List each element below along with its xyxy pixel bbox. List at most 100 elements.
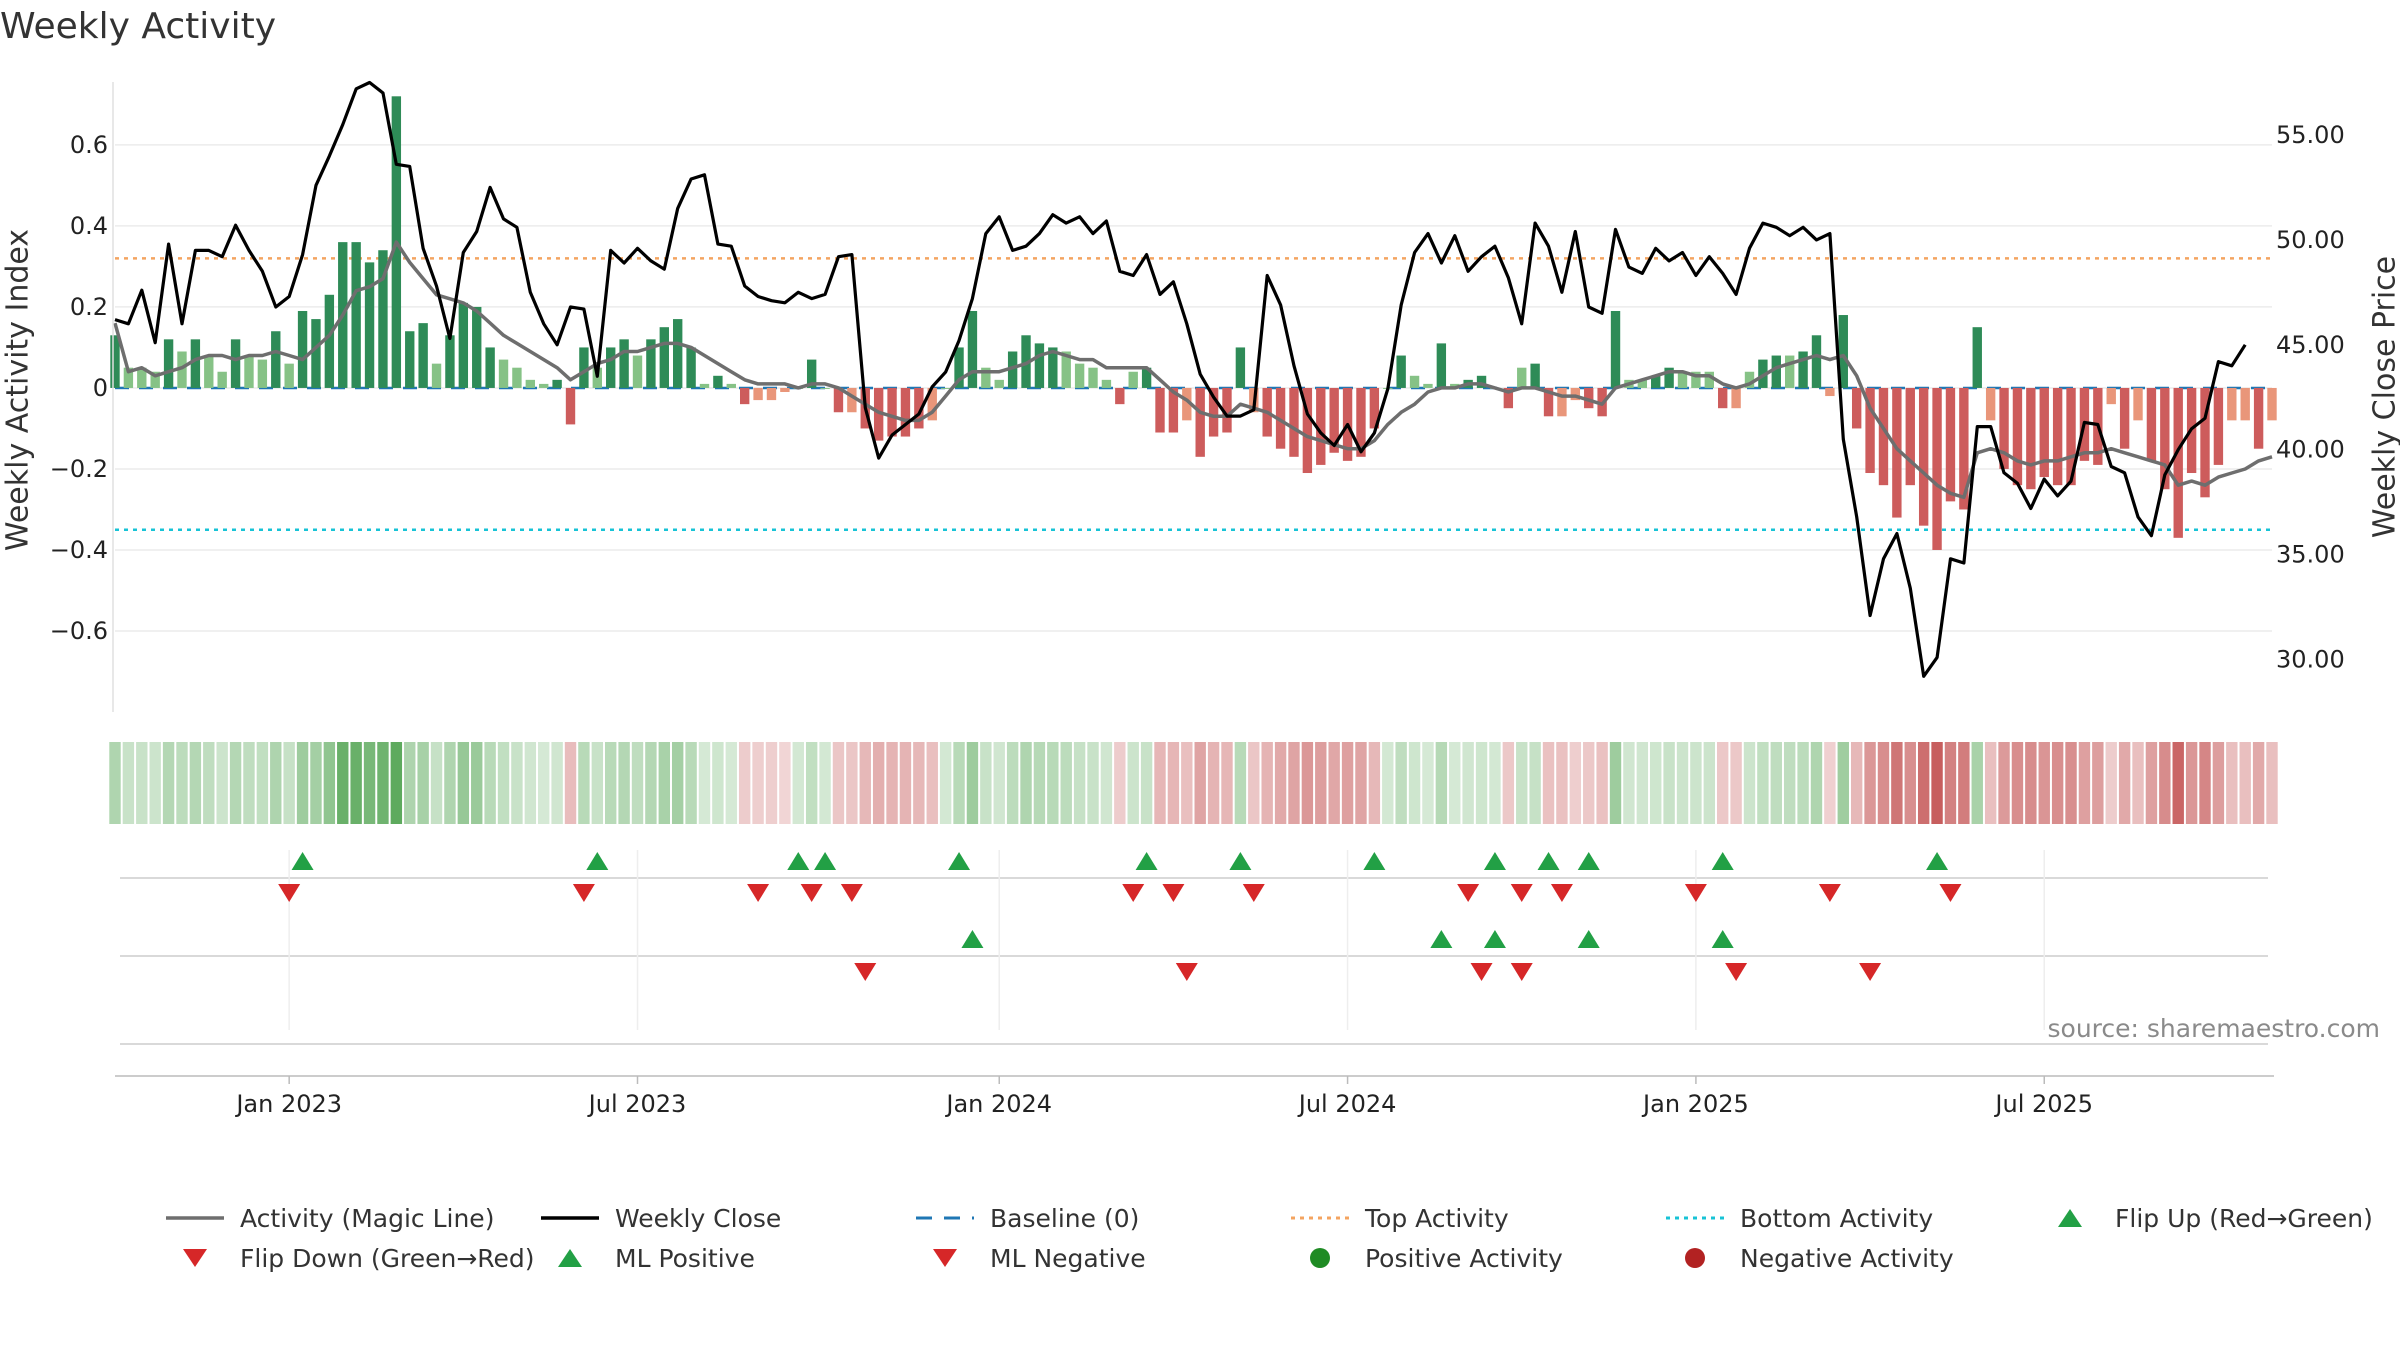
ml-negative-marker <box>854 963 877 981</box>
activity-bar <box>1168 387 1179 433</box>
heat-cell <box>859 742 871 824</box>
heat-cell <box>685 742 697 824</box>
activity-bar <box>1088 367 1098 388</box>
heat-cell <box>712 742 724 824</box>
heat-cell <box>323 742 336 824</box>
activity-bar <box>1785 355 1795 388</box>
activity-bar <box>2026 387 2036 490</box>
heat-cell <box>551 742 563 824</box>
activity-bar <box>820 387 830 389</box>
activity-bar <box>1959 387 1969 510</box>
activity-bar <box>2012 387 2023 486</box>
y2-tick-label: 30.00 <box>2276 646 2345 674</box>
activity-bar <box>1932 387 1942 550</box>
activity-bar <box>1476 375 1487 388</box>
activity-bar <box>2146 387 2157 461</box>
heat-cell <box>2065 742 2077 824</box>
activity-bar <box>1182 387 1192 421</box>
heat-cell <box>511 742 523 824</box>
heat-cell <box>497 742 510 824</box>
activity-bar <box>2066 387 2076 486</box>
heat-cell <box>404 742 416 824</box>
activity-bar <box>1155 387 1165 433</box>
heat-cell <box>1167 742 1180 824</box>
heat-cell <box>283 742 295 824</box>
activity-bar <box>1731 387 1741 409</box>
flip-up-marker <box>586 852 609 870</box>
activity-bar <box>110 335 120 388</box>
heat-cell <box>149 742 161 824</box>
legend-item: Top Activity <box>1289 1204 1664 1233</box>
activity-bar <box>994 379 1004 388</box>
flip-down-marker <box>1122 884 1145 902</box>
heat-cell <box>1931 742 1943 824</box>
activity-bar <box>1222 387 1232 433</box>
heat-cell <box>2199 742 2211 824</box>
activity-bar <box>1637 379 1648 388</box>
axes: −0.6 −0.4 −0.2 0 0.2 0.4 0.6 30.00 35.00 40.00 45.… <box>50 82 2345 712</box>
heat-cell <box>2025 742 2037 824</box>
activity-bar <box>1061 351 1071 388</box>
heat-cell <box>2226 742 2238 824</box>
activity-bar <box>2160 387 2170 490</box>
activity-bar <box>806 359 817 388</box>
legend-item: Negative Activity <box>1664 1244 2039 1273</box>
heat-cell <box>203 742 215 824</box>
activity-bar <box>753 387 763 401</box>
ml-positive-marker <box>1577 930 1600 948</box>
legend-label: Flip Down (Green→Red) <box>240 1243 535 1273</box>
activity-bar <box>940 387 951 389</box>
y-tick-label: 0 <box>93 374 108 402</box>
activity-bar <box>659 327 669 388</box>
heat-cell <box>1516 742 1528 824</box>
legend-tri-up <box>558 1249 582 1267</box>
activity-bar <box>204 355 214 388</box>
heat-cell <box>457 742 470 824</box>
heat-cell <box>1489 742 1501 824</box>
activity-bar <box>1436 343 1447 388</box>
flip-down-marker <box>1162 884 1185 902</box>
activity-bar <box>1610 310 1621 388</box>
heat-cell <box>444 742 456 824</box>
legend-item: Baseline (0) <box>914 1204 1289 1233</box>
heat-cell <box>605 742 617 824</box>
heat-cell <box>1288 742 1300 824</box>
activity-bar <box>1557 387 1567 417</box>
activity-bar <box>967 310 978 388</box>
activity-bar <box>1423 383 1433 388</box>
activity-bar <box>1048 347 1058 388</box>
flip-up-marker <box>1711 852 1734 870</box>
flip-down-marker <box>1242 884 1265 902</box>
x-tick-label: Jan 2025 <box>1641 1090 1749 1118</box>
y-tick-label: −0.2 <box>50 455 108 483</box>
activity-bar <box>2200 387 2210 498</box>
activity-bar <box>1878 387 1889 486</box>
y2-tick-label: 35.00 <box>2276 541 2345 569</box>
heat-cell <box>2266 742 2278 824</box>
heat-cell <box>176 742 188 824</box>
flip-down-marker <box>1550 884 1573 902</box>
activity-bar <box>1851 387 1862 429</box>
activity-bar <box>1369 387 1380 429</box>
heat-cell <box>1917 742 1930 824</box>
activity-bar <box>847 387 857 413</box>
activity-bar <box>472 306 482 388</box>
activity-bar <box>833 387 844 413</box>
activity-bar <box>766 387 777 401</box>
heat-cell <box>1636 742 1649 824</box>
heat-cell <box>1382 742 1394 824</box>
activity-bar <box>1905 387 1915 486</box>
heat-cell <box>2185 742 2198 824</box>
activity-bar <box>1664 367 1674 388</box>
activity-bar <box>1865 387 1875 474</box>
activity-bar <box>512 367 522 388</box>
activity-bar <box>780 387 790 392</box>
legend-tri-down <box>933 1249 957 1267</box>
heat-cell <box>752 742 764 824</box>
activity-bar <box>1999 387 2009 469</box>
heat-cell <box>913 742 925 824</box>
activity-bar <box>1530 363 1540 388</box>
heat-cell <box>1328 742 1340 824</box>
legend-item: Flip Up (Red→Green) <box>2039 1204 2394 1233</box>
heat-cell <box>1569 742 1582 824</box>
